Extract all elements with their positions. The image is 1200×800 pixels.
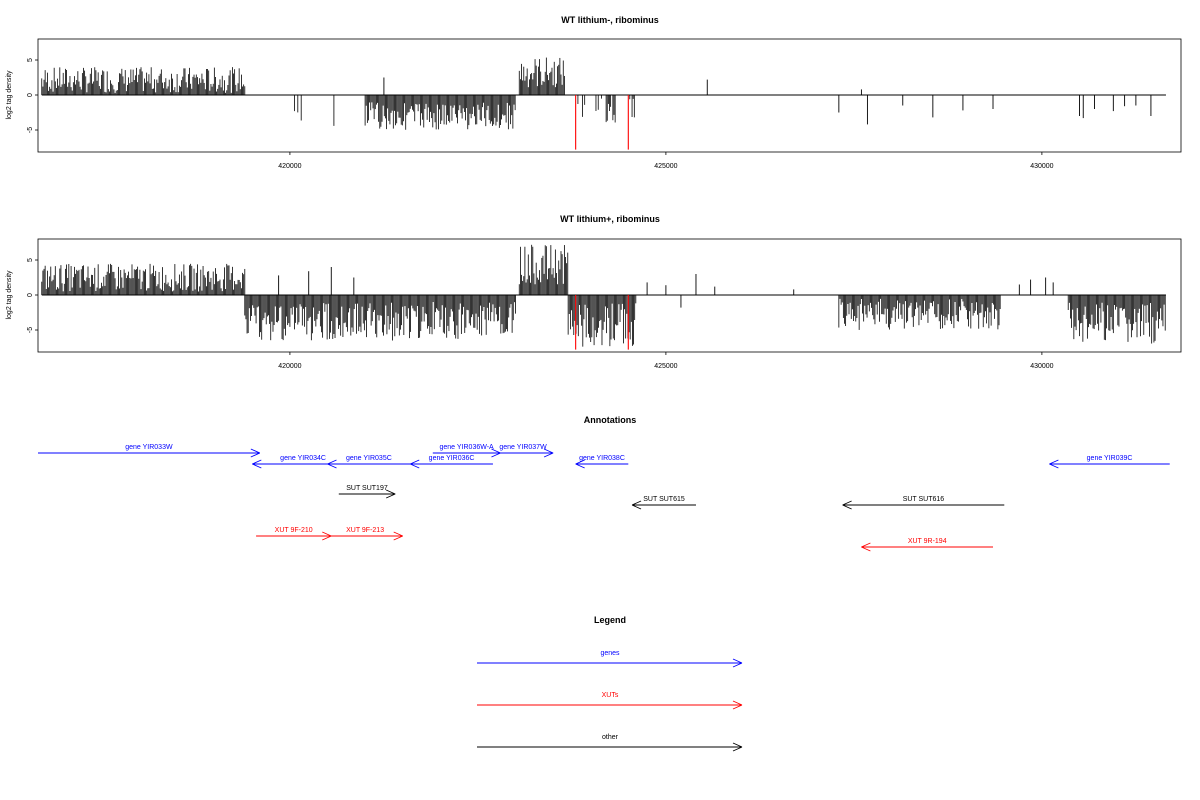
panel2-bars	[41, 244, 1166, 350]
feature-label: gene YIR034C	[280, 455, 326, 462]
x-tick-label: 425000	[654, 163, 677, 170]
panel1-bars	[41, 57, 1166, 150]
feature-label: XUT 9F-213	[346, 527, 384, 534]
arrowhead	[386, 493, 396, 499]
arrowhead	[393, 531, 403, 537]
arrowhead	[1049, 463, 1059, 469]
arrowhead	[842, 504, 852, 510]
arrowhead	[386, 489, 396, 495]
arrowhead	[861, 542, 871, 548]
arrowhead	[575, 463, 585, 469]
arrowhead	[842, 500, 852, 506]
arrowhead	[491, 448, 501, 454]
arrowhead	[1049, 459, 1059, 465]
feature-label: gene YIR039C	[1087, 455, 1133, 462]
feature-label: gene YIR036W-A	[440, 444, 495, 451]
y-tick-label: 0	[27, 293, 34, 297]
panel1-axes: -5 0 5 420000 425000 430000	[27, 58, 1054, 170]
legend-entries: genes XUTs other	[477, 650, 743, 752]
panel-lithium-minus: WT lithium-, ribominus log2 tag density …	[6, 15, 1182, 170]
panel2-ylabel: log2 tag density	[6, 270, 13, 320]
arrowhead	[631, 500, 642, 506]
y-tick-label: -5	[27, 327, 34, 333]
panel2-axes: -5 0 5 420000 425000 430000	[27, 258, 1054, 370]
arrowhead	[732, 704, 743, 710]
arrowhead	[393, 535, 403, 541]
feature-label: gene YIR035C	[346, 455, 392, 462]
panel1-title: WT lithium-, ribominus	[561, 15, 659, 25]
arrowhead	[732, 700, 743, 706]
y-tick-label: 5	[27, 258, 34, 262]
feature-label: SUT SUT615	[643, 496, 685, 503]
x-tick-label: 420000	[278, 163, 301, 170]
arrowhead	[543, 448, 554, 454]
annotation-features: gene YIR033W gene YIR034C gene YIR035C gene…	[38, 444, 1170, 552]
arrowhead	[327, 459, 337, 465]
arrowhead	[491, 452, 501, 458]
legend-label: other	[602, 734, 619, 741]
panel2-title: WT lithium+, ribominus	[560, 214, 660, 224]
legend-title: Legend	[594, 615, 626, 625]
arrowhead	[252, 463, 262, 469]
feature-label: gene YIR037W	[499, 444, 547, 451]
arrowhead	[327, 463, 337, 469]
panel1-plot-frame	[37, 38, 1182, 153]
feature-label: gene YIR038C	[579, 455, 625, 462]
arrowhead	[732, 658, 743, 664]
annotations-title: Annotations	[584, 415, 637, 425]
feature-label: gene YIR033W	[125, 444, 173, 451]
arrowhead	[410, 463, 420, 469]
legend-label: XUTs	[602, 692, 619, 699]
panel-lithium-plus: WT lithium+, ribominus log2 tag density …	[6, 214, 1182, 370]
arrowhead	[575, 459, 585, 465]
arrowhead	[732, 746, 743, 752]
feature-label: SUT SUT616	[903, 496, 945, 503]
feature-label: SUT SUT197	[346, 485, 388, 492]
arrowhead	[732, 662, 743, 668]
legend-label: genes	[600, 650, 620, 657]
arrowhead	[250, 452, 261, 458]
arrowhead	[543, 452, 554, 458]
panel1-ylabel: log2 tag density	[6, 70, 13, 120]
arrowhead	[322, 531, 332, 537]
arrowhead	[252, 459, 262, 465]
legend-section: Legend genes XUTs other	[477, 615, 743, 752]
feature-label: XUT 9F-210	[275, 527, 313, 534]
arrowhead	[410, 459, 420, 465]
arrowhead	[861, 546, 871, 552]
arrowhead	[631, 504, 642, 510]
feature-label: gene YIR036C	[429, 455, 475, 462]
x-tick-label: 430000	[1030, 363, 1053, 370]
arrowhead	[322, 535, 332, 541]
y-tick-label: -5	[27, 127, 34, 133]
x-tick-label: 425000	[654, 363, 677, 370]
arrowhead	[250, 448, 261, 454]
x-tick-label: 430000	[1030, 163, 1053, 170]
y-tick-label: 0	[27, 93, 34, 97]
arrowhead	[732, 742, 743, 748]
feature-label: XUT 9R-194	[908, 538, 947, 545]
panel2-plot-frame	[37, 238, 1182, 353]
x-tick-label: 420000	[278, 363, 301, 370]
y-tick-label: 5	[27, 58, 34, 62]
